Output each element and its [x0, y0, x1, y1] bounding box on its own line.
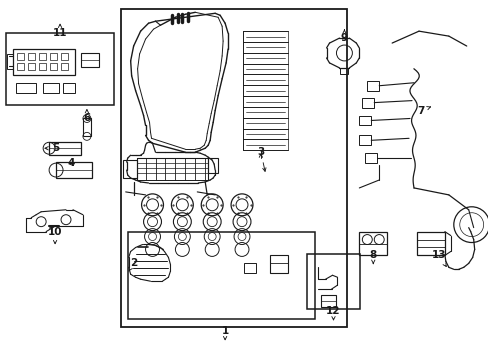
- Bar: [63, 83, 75, 93]
- Bar: [362, 98, 373, 108]
- Bar: [306, 255, 360, 309]
- Bar: [359, 231, 386, 255]
- Bar: [17, 63, 24, 70]
- Text: 5: 5: [45, 143, 60, 153]
- Bar: [39, 63, 46, 70]
- Bar: [50, 63, 57, 70]
- Bar: [17, 53, 24, 60]
- Bar: [49, 142, 81, 155]
- Bar: [61, 53, 68, 60]
- Bar: [320, 295, 336, 307]
- Text: 8: 8: [369, 251, 376, 264]
- Bar: [56, 162, 92, 178]
- Bar: [365, 153, 376, 163]
- Bar: [366, 81, 379, 91]
- Bar: [28, 53, 35, 60]
- Bar: [13, 49, 75, 75]
- Bar: [122, 160, 136, 178]
- Bar: [359, 116, 370, 125]
- Text: 9: 9: [340, 30, 347, 43]
- Text: 12: 12: [325, 306, 340, 320]
- Bar: [28, 63, 35, 70]
- Text: 7: 7: [416, 105, 429, 116]
- Bar: [359, 135, 370, 145]
- Bar: [127, 231, 314, 319]
- Text: 6: 6: [83, 109, 90, 123]
- Bar: [83, 118, 91, 136]
- Text: 4: 4: [67, 158, 75, 168]
- Bar: [61, 63, 68, 70]
- Bar: [7, 54, 13, 69]
- Bar: [6, 33, 114, 105]
- Bar: [16, 83, 36, 93]
- Bar: [269, 255, 287, 273]
- Bar: [121, 9, 346, 327]
- Text: 2: 2: [128, 258, 137, 271]
- Text: 3: 3: [257, 147, 265, 171]
- Text: 11: 11: [53, 24, 67, 38]
- Bar: [81, 53, 99, 67]
- Bar: [39, 53, 46, 60]
- Bar: [340, 68, 347, 74]
- Text: 13: 13: [431, 251, 446, 266]
- Text: 10: 10: [48, 226, 62, 244]
- Text: 1: 1: [221, 326, 228, 340]
- Bar: [416, 231, 444, 255]
- Bar: [50, 53, 57, 60]
- Bar: [43, 83, 59, 93]
- Bar: [208, 158, 218, 173]
- Bar: [244, 264, 255, 273]
